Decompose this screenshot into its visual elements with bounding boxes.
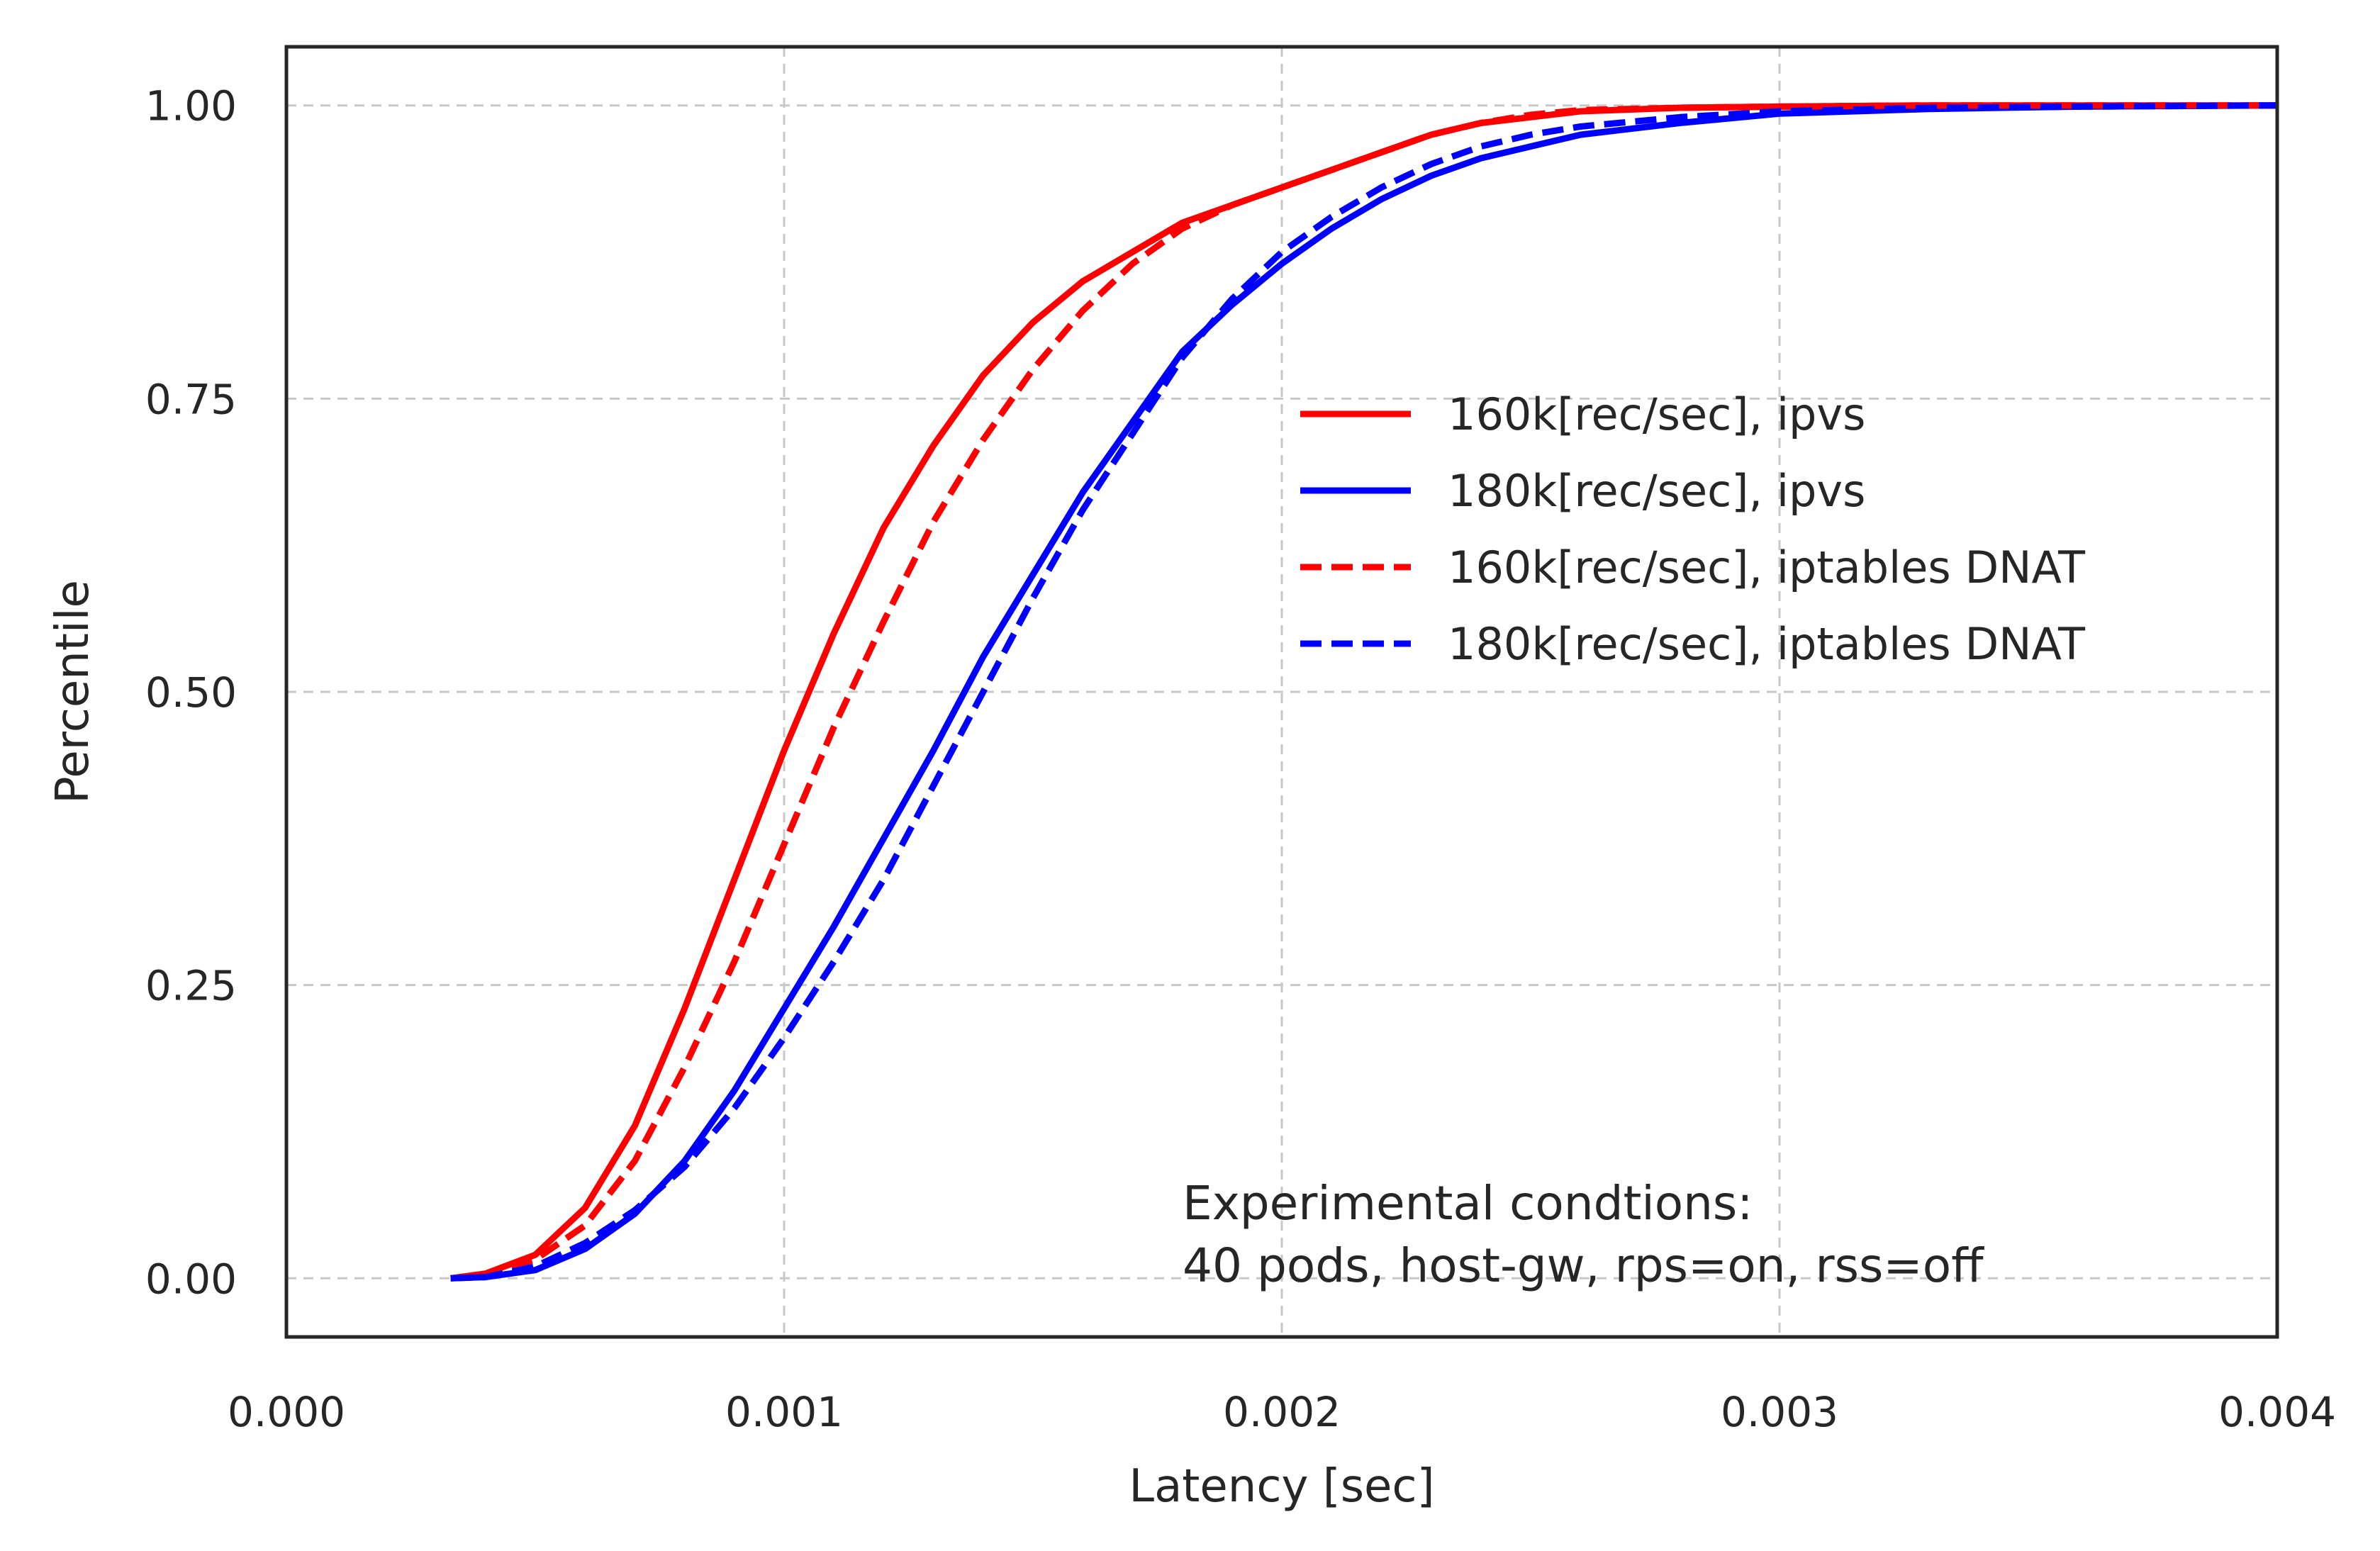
series-line-3 — [450, 102, 2277, 1282]
y-tick-label: 1.00 — [145, 82, 237, 130]
series-layer — [450, 102, 2278, 1282]
legend: 160k[rec/sec], ipvs 180k[rec/sec], ipvs 16… — [1300, 388, 2086, 670]
x-tick-labels: 0.000 0.001 0.002 0.003 0.004 — [228, 1388, 2336, 1436]
y-axis-label: Percentile — [47, 580, 99, 804]
x-tick-label: 0.002 — [1223, 1388, 1341, 1436]
legend-label-1: 160k[rec/sec], ipvs — [1448, 388, 1865, 440]
x-tick-label: 0.001 — [725, 1388, 843, 1436]
annotation-line-1: Experimental condtions: — [1183, 1176, 1753, 1231]
y-tick-label: 0.50 — [145, 668, 237, 717]
grid — [285, 47, 2279, 1337]
legend-label-3: 160k[rec/sec], iptables DNAT — [1448, 542, 2086, 593]
x-tick-label: 0.004 — [2218, 1388, 2336, 1436]
y-tick-labels: 0.00 0.25 0.50 0.75 1.00 — [145, 82, 237, 1304]
legend-label-4: 180k[rec/sec], iptables DNAT — [1448, 618, 2086, 670]
y-tick-label: 0.00 — [145, 1255, 237, 1303]
series-line-1 — [450, 102, 2277, 1282]
x-axis-label: Latency [sec] — [1129, 1460, 1434, 1513]
y-tick-label: 0.25 — [145, 962, 237, 1010]
series-line-4 — [450, 102, 2278, 1282]
y-tick-label: 0.75 — [145, 375, 237, 423]
x-tick-label: 0.000 — [228, 1388, 345, 1436]
annotation-line-2: 40 pods, host-gw, rps=on, rss=off — [1183, 1238, 1984, 1293]
series-line-2 — [450, 102, 2278, 1282]
plot-frame — [284, 45, 2279, 1339]
legend-label-2: 180k[rec/sec], ipvs — [1448, 465, 1865, 517]
x-tick-label: 0.003 — [1721, 1388, 1838, 1436]
